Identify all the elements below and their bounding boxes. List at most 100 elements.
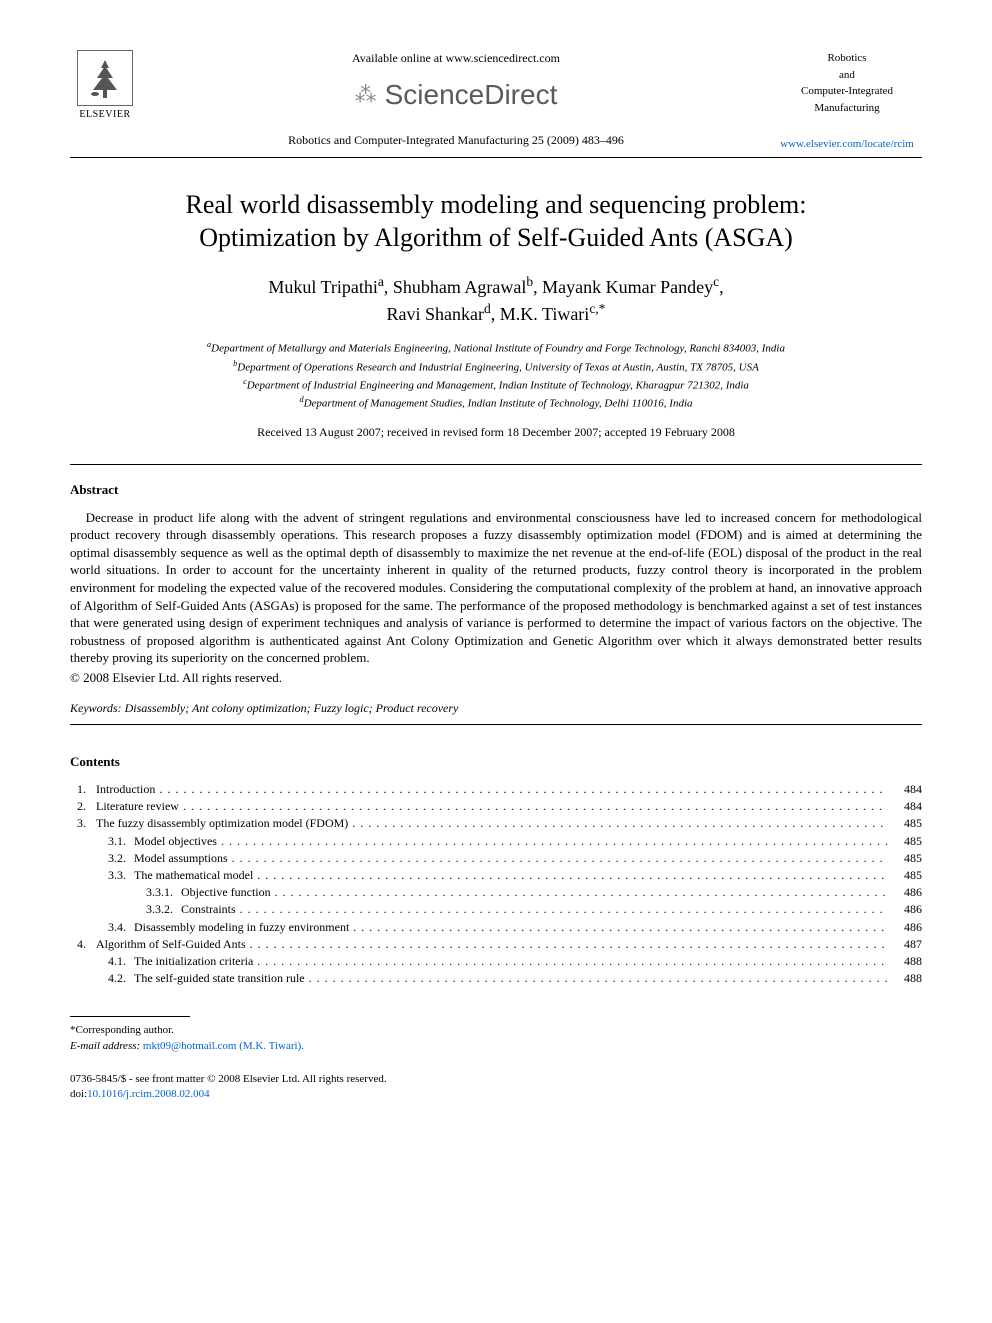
toc-row: 4.2.The self-guided state transition rul… (70, 970, 922, 986)
front-matter-line: 0736-5845/$ - see front matter © 2008 El… (70, 1072, 922, 1087)
doi-label: doi: (70, 1088, 87, 1100)
journal-url-link[interactable]: www.elsevier.com/locate/rcim (772, 136, 922, 153)
toc-row: 4.1.The initialization criteria 488 (70, 953, 922, 969)
toc-label: The self-guided state transition rule (134, 970, 305, 986)
toc-number: 3.2. (108, 850, 134, 866)
header-center: Available online at www.sciencedirect.co… (140, 50, 772, 148)
toc-number: 4. (70, 936, 96, 952)
toc-page-number: 484 (892, 781, 922, 797)
toc-number: 2. (70, 798, 96, 814)
keywords-values: Disassembly; Ant colony optimization; Fu… (125, 701, 459, 715)
toc-label: Constraints (181, 901, 236, 917)
toc-number: 4.1. (108, 953, 134, 969)
toc-label: The mathematical model (134, 867, 253, 883)
journal-name-line: Manufacturing (772, 100, 922, 117)
table-of-contents: 1.Introduction 4842.Literature review 48… (70, 781, 922, 986)
copyright-line: © 2008 Elsevier Ltd. All rights reserved… (70, 669, 922, 687)
author: Mayank Kumar Pandeyc (542, 277, 719, 297)
author: M.K. Tiwaric,* (500, 304, 606, 324)
toc-row: 4.Algorithm of Self-Guided Ants 487 (70, 936, 922, 952)
toc-page-number: 487 (892, 936, 922, 952)
toc-leader-dots (232, 850, 888, 866)
abstract-heading: Abstract (70, 481, 922, 499)
footnote-separator (70, 1016, 190, 1017)
sciencedirect-label: ScienceDirect (385, 76, 558, 114)
footnote-block: *Corresponding author. E-mail address: m… (70, 1023, 922, 1054)
toc-number: 3.1. (108, 833, 134, 849)
contents-block: Contents 1.Introduction 4842.Literature … (70, 753, 922, 986)
toc-row: 3.3.2.Constraints 486 (70, 901, 922, 917)
journal-reference: Robotics and Computer-Integrated Manufac… (160, 132, 752, 148)
toc-label: Literature review (96, 798, 179, 814)
toc-number: 3.3.1. (146, 884, 181, 900)
toc-page-number: 485 (892, 867, 922, 883)
toc-number: 3. (70, 815, 96, 831)
author: Mukul Tripathia (268, 277, 384, 297)
toc-page-number: 485 (892, 815, 922, 831)
affiliations-block: aDepartment of Metallurgy and Materials … (70, 339, 922, 412)
toc-row: 3.4.Disassembly modeling in fuzzy enviro… (70, 919, 922, 935)
journal-name-line: Computer-Integrated (772, 83, 922, 100)
keywords-line: Keywords: Disassembly; Ant colony optimi… (70, 700, 922, 716)
toc-number: 3.3.2. (146, 901, 181, 917)
title-line-1: Real world disassembly modeling and sequ… (186, 190, 807, 219)
toc-label: Disassembly modeling in fuzzy environmen… (134, 919, 349, 935)
toc-row: 1.Introduction 484 (70, 781, 922, 797)
toc-number: 3.3. (108, 867, 134, 883)
header-rule (70, 157, 922, 158)
article-dates: Received 13 August 2007; received in rev… (70, 424, 922, 440)
contents-heading: Contents (70, 753, 922, 771)
toc-leader-dots (275, 884, 888, 900)
toc-label: Model objectives (134, 833, 217, 849)
available-online-text: Available online at www.sciencedirect.co… (160, 50, 752, 66)
author-email-link[interactable]: mkt09@hotmail.com (M.K. Tiwari). (143, 1040, 304, 1052)
toc-leader-dots (257, 867, 888, 883)
toc-leader-dots (257, 953, 888, 969)
toc-label: Model assumptions (134, 850, 228, 866)
author: Ravi Shankard (387, 304, 491, 324)
toc-leader-dots (309, 970, 888, 986)
toc-leader-dots (159, 781, 888, 797)
article-title: Real world disassembly modeling and sequ… (70, 188, 922, 256)
toc-label: Introduction (96, 781, 155, 797)
toc-leader-dots (353, 919, 888, 935)
toc-page-number: 488 (892, 953, 922, 969)
toc-row: 3.3.The mathematical model 485 (70, 867, 922, 883)
sciencedirect-swirl-icon: ⁂ (355, 80, 377, 110)
toc-label: The fuzzy disassembly optimization model… (96, 815, 348, 831)
keywords-label: Keywords: (70, 701, 122, 715)
affiliation: dDepartment of Management Studies, India… (70, 394, 922, 412)
page-footer: 0736-5845/$ - see front matter © 2008 El… (70, 1072, 922, 1103)
toc-leader-dots (352, 815, 888, 831)
toc-label: Algorithm of Self-Guided Ants (96, 936, 246, 952)
affiliation: aDepartment of Metallurgy and Materials … (70, 339, 922, 357)
toc-page-number: 486 (892, 919, 922, 935)
title-line-2: Optimization by Algorithm of Self-Guided… (199, 223, 793, 252)
toc-label: Objective function (181, 884, 271, 900)
authors-block: Mukul Tripathia, Shubham Agrawalb, Mayan… (70, 273, 922, 327)
elsevier-label: ELSEVIER (79, 108, 130, 122)
affiliation: cDepartment of Industrial Engineering an… (70, 376, 922, 394)
toc-page-number: 485 (892, 833, 922, 849)
elsevier-logo: ELSEVIER (70, 50, 140, 122)
toc-row: 3.3.1.Objective function 486 (70, 884, 922, 900)
abstract-top-rule (70, 464, 922, 465)
journal-name-line: and (772, 67, 922, 84)
toc-number: 4.2. (108, 970, 134, 986)
toc-row: 2.Literature review 484 (70, 798, 922, 814)
toc-row: 3.1.Model objectives 485 (70, 833, 922, 849)
toc-leader-dots (240, 901, 888, 917)
corresponding-author-note: *Corresponding author. (70, 1023, 922, 1038)
toc-number: 3.4. (108, 919, 134, 935)
author: Shubham Agrawalb (393, 277, 533, 297)
abstract-bottom-rule (70, 724, 922, 725)
toc-label: The initialization criteria (134, 953, 253, 969)
sciencedirect-logo: ⁂ ScienceDirect (160, 76, 752, 114)
toc-page-number: 485 (892, 850, 922, 866)
doi-link[interactable]: 10.1016/j.rcim.2008.02.004 (87, 1088, 210, 1100)
toc-number: 1. (70, 781, 96, 797)
toc-leader-dots (221, 833, 888, 849)
toc-page-number: 484 (892, 798, 922, 814)
email-line: E-mail address: mkt09@hotmail.com (M.K. … (70, 1039, 922, 1054)
doi-line: doi:10.1016/j.rcim.2008.02.004 (70, 1087, 922, 1102)
